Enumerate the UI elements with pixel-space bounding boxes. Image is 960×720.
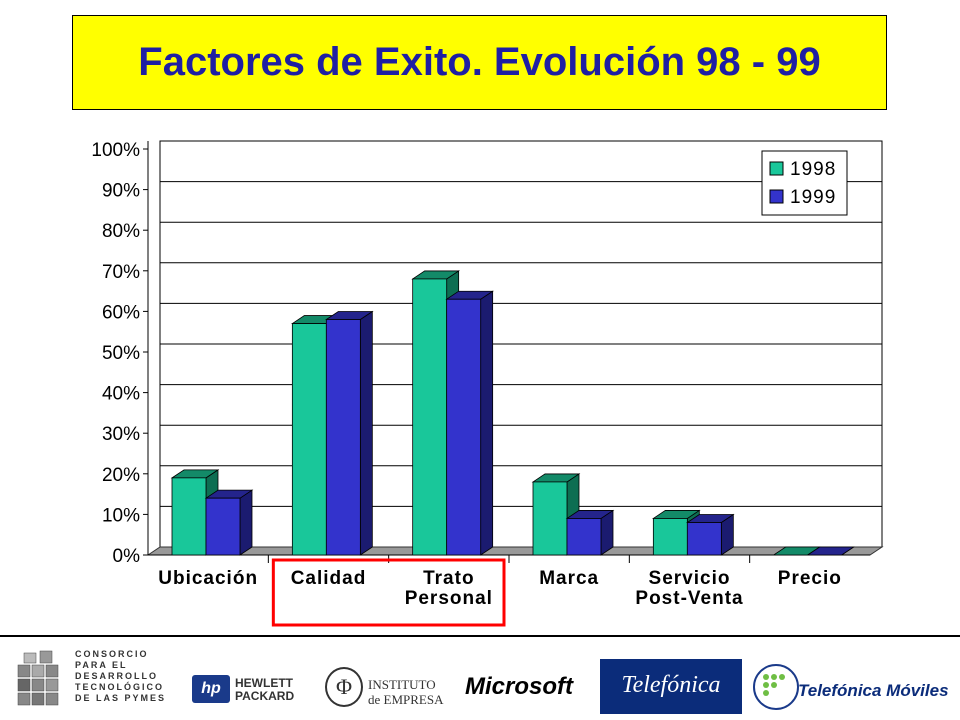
page-title: Factores de Exito. Evolución 98 - 99 bbox=[138, 40, 821, 84]
x-tick-label: Personal bbox=[405, 588, 493, 609]
legend-label: 1998 bbox=[790, 159, 836, 180]
y-tick-label: 20% bbox=[102, 465, 140, 486]
y-tick-label: 40% bbox=[102, 384, 140, 405]
moviles-logo-text: Telefónica Móviles bbox=[798, 681, 949, 700]
bar-1998-1 bbox=[291, 323, 327, 556]
bar-1999-1 bbox=[325, 319, 361, 556]
bar-chart: 0% 10% 20% 30% 40% 50% 60% 70% 80% 90% 100% Ubicaci… bbox=[91, 140, 884, 627]
y-tick-label: 90% bbox=[102, 181, 140, 202]
bar-side bbox=[480, 290, 494, 556]
x-tick-label: Servicio bbox=[649, 568, 731, 589]
title-banner: Factores de Exito. Evolución 98 - 99 bbox=[72, 15, 887, 110]
y-tick-label: 60% bbox=[102, 302, 140, 323]
y-tick-label: 0% bbox=[113, 546, 141, 567]
y-tick-label: 80% bbox=[102, 221, 140, 242]
bar-1999-4 bbox=[686, 522, 722, 556]
y-tick-label: 100% bbox=[91, 140, 140, 161]
hp-logo-icon: hp bbox=[192, 675, 230, 703]
x-tick-label: Precio bbox=[778, 568, 842, 589]
bar-1998-2 bbox=[412, 278, 448, 556]
sponsor-footer: CONSORCIO PARA EL DESARROLLO TECNOLÓGICO DE … bbox=[0, 635, 960, 720]
bar-side bbox=[359, 310, 373, 556]
ie-logo-text: INSTITUTO de EMPRESA bbox=[368, 677, 444, 707]
bar-top bbox=[806, 546, 855, 556]
bar-1998-4 bbox=[652, 518, 688, 556]
y-tick-label: 10% bbox=[102, 505, 140, 526]
legend-label: 1999 bbox=[790, 187, 836, 208]
x-tick-label: Ubicación bbox=[158, 568, 258, 589]
legend-swatch-1999 bbox=[769, 189, 784, 204]
bar-side bbox=[239, 489, 253, 556]
bar-1999-3 bbox=[566, 518, 602, 556]
x-tick-label: Marca bbox=[539, 568, 599, 589]
y-tick-label: 70% bbox=[102, 262, 140, 283]
microsoft-logo: Microsoft bbox=[465, 673, 573, 700]
consorcio-logo-text: CONSORCIO PARA EL DESARROLLO TECNOLÓGICO DE … bbox=[75, 649, 167, 703]
bar-1999-0 bbox=[205, 497, 241, 556]
legend-swatch-1998 bbox=[769, 161, 784, 176]
ie-emblem-icon: Φ bbox=[325, 667, 363, 707]
moviles-dots-icon bbox=[753, 664, 799, 710]
x-tick-label: Post-Venta bbox=[635, 588, 743, 609]
bar-1998-0 bbox=[171, 477, 207, 556]
bar-1999-2 bbox=[446, 298, 482, 556]
hp-logo-text: HEWLETT PACKARD bbox=[235, 676, 295, 703]
x-tick-label: Calidad bbox=[291, 568, 367, 589]
telefonica-logo: Telefónica bbox=[600, 659, 742, 714]
consorcio-cube-logo bbox=[17, 650, 59, 706]
y-tick-label: 50% bbox=[102, 343, 140, 364]
x-tick-label: Trato bbox=[423, 568, 474, 589]
y-tick-label: 30% bbox=[102, 424, 140, 445]
bar-1998-3 bbox=[532, 481, 568, 556]
highlight-box bbox=[271, 558, 506, 627]
chart-floor bbox=[146, 546, 884, 556]
